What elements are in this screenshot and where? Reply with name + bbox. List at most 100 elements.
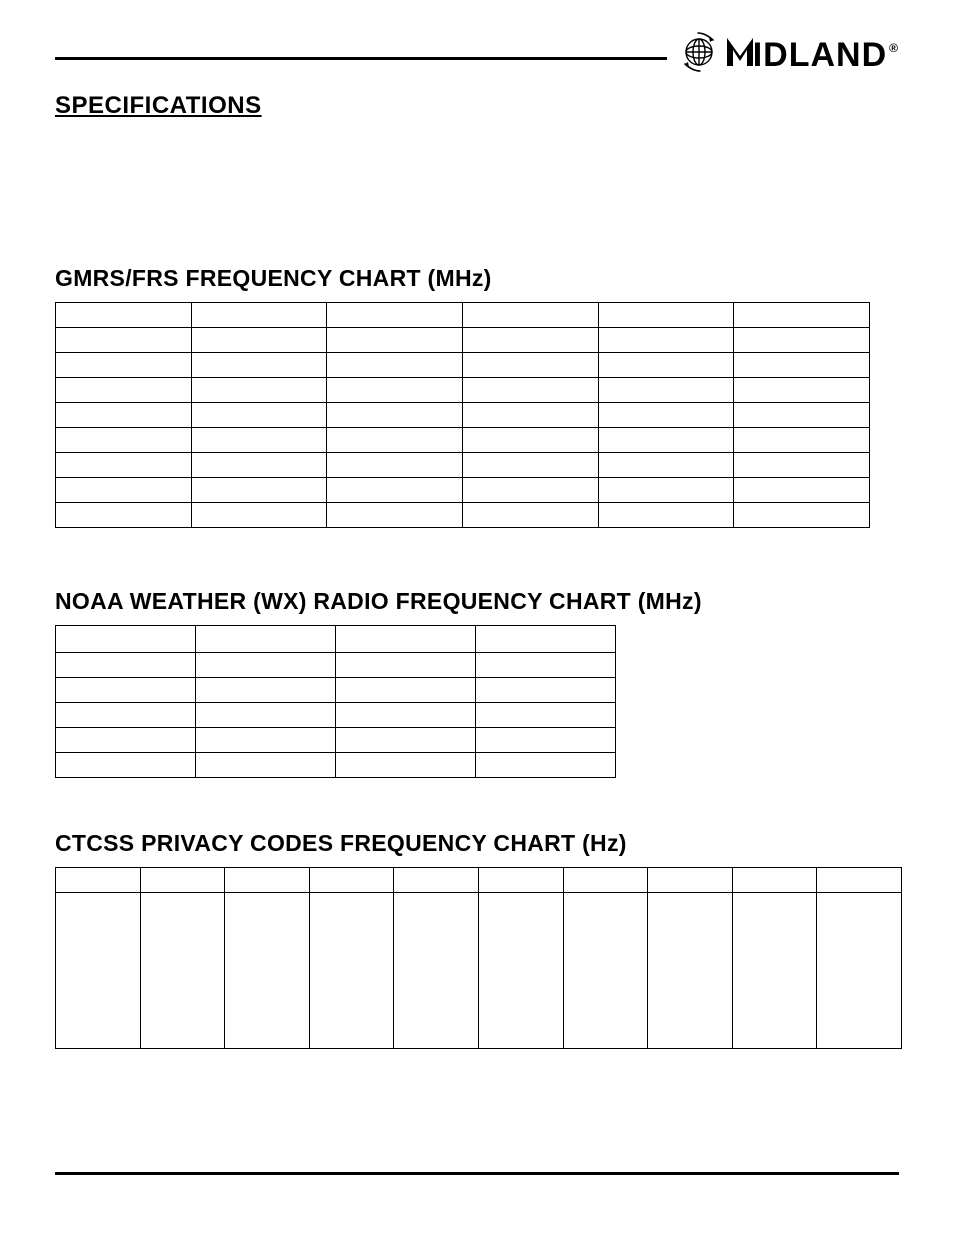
table-cell <box>56 703 196 728</box>
table-cell <box>476 728 616 753</box>
table-cell <box>732 893 817 1049</box>
table-cell <box>734 353 870 378</box>
table-cell <box>327 478 463 503</box>
table-cell <box>196 753 336 778</box>
table-cell <box>734 403 870 428</box>
table-cell <box>598 403 734 428</box>
table-row <box>56 728 616 753</box>
table-cell <box>336 703 476 728</box>
table-cell <box>734 303 870 328</box>
table-cell <box>191 403 327 428</box>
table-cell <box>336 728 476 753</box>
table-cell <box>336 653 476 678</box>
table-cell <box>225 868 310 893</box>
header-rule <box>55 57 667 60</box>
table-cell <box>648 868 733 893</box>
table-cell <box>56 503 192 528</box>
table-cell <box>478 893 563 1049</box>
table-row <box>56 378 870 403</box>
table-cell <box>598 303 734 328</box>
table-cell <box>476 753 616 778</box>
table-cell <box>476 703 616 728</box>
table-row <box>56 703 616 728</box>
table-cell <box>327 378 463 403</box>
table-cell <box>56 378 192 403</box>
table-cell <box>56 328 192 353</box>
table-cell <box>462 303 598 328</box>
table-cell <box>734 428 870 453</box>
table-cell <box>336 753 476 778</box>
table-cell <box>56 353 192 378</box>
table-row <box>56 753 616 778</box>
table-cell <box>462 353 598 378</box>
table-cell <box>327 428 463 453</box>
table-row <box>56 428 870 453</box>
table-cell <box>476 626 616 653</box>
table-row <box>56 303 870 328</box>
table-cell <box>734 453 870 478</box>
table-cell <box>56 728 196 753</box>
table-row <box>56 503 870 528</box>
heading-ctcss: CTCSS PRIVACY CODES FREQUENCY CHART (Hz) <box>55 830 899 857</box>
header: IDLAND® <box>55 30 899 74</box>
table-cell <box>56 303 192 328</box>
table-gmrs <box>55 302 870 528</box>
table-cell <box>462 403 598 428</box>
table-cell <box>191 378 327 403</box>
section-noaa: NOAA WEATHER (WX) RADIO FREQUENCY CHART … <box>55 588 899 778</box>
table-row <box>56 868 902 893</box>
heading-noaa: NOAA WEATHER (WX) RADIO FREQUENCY CHART … <box>55 588 899 615</box>
table-cell <box>309 893 394 1049</box>
table-cell <box>563 868 648 893</box>
table-cell <box>462 378 598 403</box>
table-cell <box>327 328 463 353</box>
table-cell <box>191 328 327 353</box>
globe-icon <box>677 30 721 74</box>
table-cell <box>196 728 336 753</box>
table-cell <box>598 478 734 503</box>
table-cell <box>462 453 598 478</box>
table-cell <box>56 478 192 503</box>
brand-wordmark: IDLAND® <box>727 32 899 72</box>
table-row <box>56 653 616 678</box>
table-cell <box>196 653 336 678</box>
table-cell <box>140 868 225 893</box>
table-cell <box>734 328 870 353</box>
table-cell <box>598 353 734 378</box>
table-cell <box>817 868 902 893</box>
spacer <box>55 778 899 830</box>
table-cell <box>394 893 479 1049</box>
table-cell <box>191 353 327 378</box>
section-gmrs: GMRS/FRS FREQUENCY CHART (MHz) <box>55 265 899 528</box>
table-cell <box>196 626 336 653</box>
table-ctcss <box>55 867 902 1049</box>
table-cell <box>196 678 336 703</box>
table-cell <box>191 503 327 528</box>
table-cell <box>327 403 463 428</box>
table-cell <box>191 428 327 453</box>
table-cell <box>476 653 616 678</box>
table-cell <box>598 503 734 528</box>
brand-name-text: IDLAND <box>753 38 887 72</box>
table-cell <box>56 428 192 453</box>
table-cell <box>56 453 192 478</box>
table-row <box>56 893 902 1049</box>
table-cell <box>478 868 563 893</box>
table-row <box>56 353 870 378</box>
table-cell <box>648 893 733 1049</box>
table-cell <box>462 428 598 453</box>
table-row <box>56 453 870 478</box>
table-cell <box>598 378 734 403</box>
registered-mark: ® <box>889 42 899 54</box>
table-row <box>56 403 870 428</box>
spacer <box>55 120 899 265</box>
table-cell <box>191 303 327 328</box>
table-row <box>56 626 616 653</box>
table-cell <box>563 893 648 1049</box>
table-cell <box>817 893 902 1049</box>
table-cell <box>309 868 394 893</box>
table-cell <box>196 703 336 728</box>
table-cell <box>598 453 734 478</box>
table-cell <box>191 478 327 503</box>
table-cell <box>394 868 479 893</box>
